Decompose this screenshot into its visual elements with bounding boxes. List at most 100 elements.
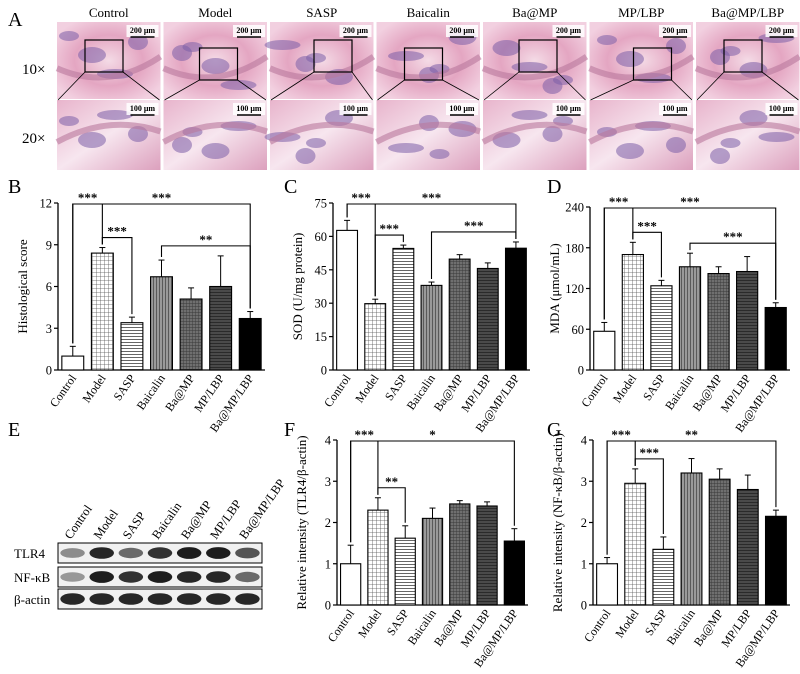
significance-bracket xyxy=(374,234,404,297)
x-tick-label: SASP xyxy=(382,371,410,403)
row-label-20x: 20× xyxy=(22,131,45,147)
blot-lane-label: Ba@MP/LBP xyxy=(236,476,288,541)
protein-band xyxy=(206,593,231,605)
significance-bracket xyxy=(606,440,777,555)
scale-box xyxy=(339,103,372,115)
scale-box xyxy=(765,25,798,37)
mucosa-fold xyxy=(78,132,106,148)
zoom-connector xyxy=(237,79,267,101)
scale-bar-label: 100 μm xyxy=(556,104,582,113)
bar xyxy=(364,303,387,371)
bar xyxy=(150,276,173,371)
tissue-band xyxy=(268,54,376,81)
significance-label: *** xyxy=(723,229,743,244)
bar xyxy=(680,472,703,606)
scale-bar-label: 100 μm xyxy=(130,104,156,113)
protein-band xyxy=(118,593,144,605)
scale-bar-label: 100 μm xyxy=(662,104,688,113)
mucosa-fold xyxy=(710,148,730,164)
mucosa-fold xyxy=(201,143,230,159)
tissue-band xyxy=(694,121,800,145)
zoom-connector xyxy=(57,71,86,101)
scale-box xyxy=(552,103,585,115)
x-tick-label: Model xyxy=(355,606,385,640)
tissue-band xyxy=(162,54,269,81)
y-tick-label: 60 xyxy=(572,323,585,337)
significance-bracket xyxy=(377,487,406,523)
significance-bracket xyxy=(160,245,251,309)
panel-letter: C xyxy=(284,176,297,198)
zoom-connector xyxy=(761,71,799,101)
protein-band xyxy=(206,571,231,583)
histology-column-label: Model xyxy=(198,5,232,20)
bar xyxy=(764,515,787,606)
bar xyxy=(420,284,443,371)
mucosa-fold xyxy=(710,49,730,65)
significance-label: *** xyxy=(351,190,371,205)
bar xyxy=(652,548,675,606)
y-tick-label: 12 xyxy=(40,197,53,211)
y-axis-label: Relative intensity (NF-κB/β-actin) xyxy=(550,433,565,612)
mucosa-fold xyxy=(666,38,686,54)
bar xyxy=(394,537,416,606)
panel-letter: G xyxy=(547,419,561,441)
tissue-band xyxy=(375,54,482,81)
zoom-connector xyxy=(696,71,725,101)
x-tick-label: SASP xyxy=(640,371,668,403)
y-tick-label: 2 xyxy=(325,516,331,530)
significance-label: ** xyxy=(685,427,698,442)
tissue-band xyxy=(588,54,695,81)
y-tick-label: 3 xyxy=(46,322,52,336)
significance-bracket xyxy=(634,458,664,534)
y-axis-label: MDA (μmol/mL) xyxy=(547,243,562,333)
bar xyxy=(179,298,203,371)
bar xyxy=(621,253,644,371)
significance-label: *** xyxy=(611,427,631,442)
y-tick-label: 240 xyxy=(565,201,584,215)
scale-bar-label: 100 μm xyxy=(343,104,369,113)
panel-e-letter: E xyxy=(8,419,20,441)
tissue-band xyxy=(481,54,589,81)
y-tick-label: 4 xyxy=(325,434,332,448)
zoom-connector xyxy=(483,71,520,101)
protein-band xyxy=(118,571,144,583)
protein-band xyxy=(147,571,173,583)
row-label-10x: 10× xyxy=(22,62,45,78)
scale-box xyxy=(659,103,691,115)
tissue-band xyxy=(162,121,268,145)
significance-bracket xyxy=(632,231,662,278)
blot-lane-label: SASP xyxy=(120,509,149,542)
protein-band xyxy=(235,547,260,559)
significance-bracket xyxy=(689,242,777,300)
significance-label: *** xyxy=(464,218,484,233)
bar xyxy=(736,270,759,371)
scale-bar-label: 200 μm xyxy=(449,26,475,35)
protein-band xyxy=(235,571,260,583)
scale-bar-label: 200 μm xyxy=(130,26,156,35)
bar xyxy=(476,267,499,371)
significance-label: *** xyxy=(680,194,700,209)
protein-band xyxy=(89,571,114,583)
y-tick-label: 30 xyxy=(315,297,328,311)
zoom-region-box xyxy=(518,39,558,73)
y-tick-label: 0 xyxy=(46,364,52,378)
bar xyxy=(238,317,262,371)
y-tick-label: 3 xyxy=(325,475,331,489)
mucosa-fold xyxy=(511,110,548,120)
bar xyxy=(736,488,759,606)
bar xyxy=(596,563,619,606)
y-tick-label: 1 xyxy=(581,557,587,571)
tissue-band xyxy=(481,121,588,145)
zoom-connector xyxy=(590,79,634,101)
bar xyxy=(120,322,144,371)
blot-lane-label: Control xyxy=(62,502,96,542)
bar xyxy=(476,505,498,606)
bar xyxy=(421,517,444,606)
mucosa-fold xyxy=(97,110,133,120)
mucosa-fold xyxy=(511,62,548,72)
zoom-connector xyxy=(122,71,160,101)
mucosa-fold xyxy=(128,126,148,142)
histology-column-label: Baicalin xyxy=(407,5,451,20)
mucosa-fold xyxy=(59,116,79,126)
